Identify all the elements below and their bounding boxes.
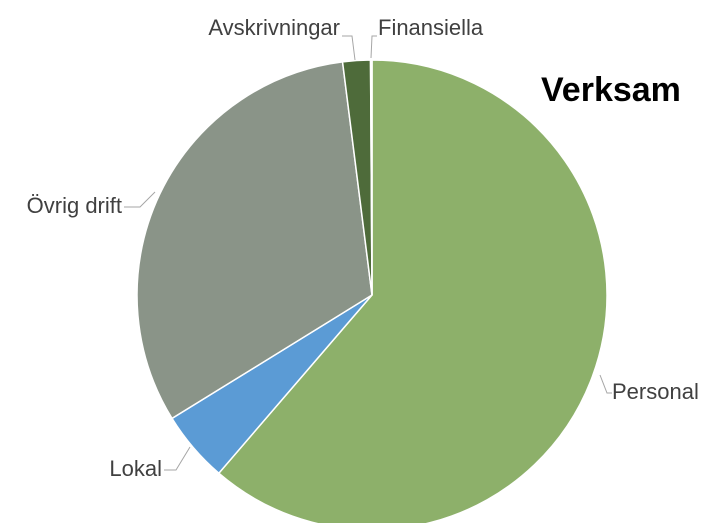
slice-label: Övrig drift — [27, 193, 122, 218]
slice-label: Lokal — [109, 456, 162, 481]
leader-line — [370, 35, 377, 59]
pie-slice — [369, 59, 373, 296]
leader-line — [342, 35, 356, 61]
slice-label: Avskrivningar — [208, 15, 340, 40]
leader-line — [124, 191, 156, 208]
pie-slice — [217, 59, 608, 523]
slice-label: Finansiella — [378, 15, 484, 40]
leader-line — [164, 446, 191, 471]
pie-slice — [136, 61, 373, 420]
slice-label: Personal — [612, 379, 699, 404]
leader-line — [599, 374, 612, 394]
chart-title: Verksam — [541, 71, 681, 109]
